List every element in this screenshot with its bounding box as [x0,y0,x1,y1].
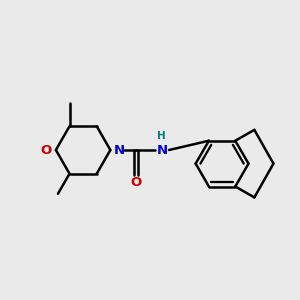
Text: N: N [113,143,124,157]
Text: H: H [157,131,165,141]
Text: O: O [41,143,52,157]
Text: O: O [130,176,142,189]
Text: N: N [157,143,168,157]
